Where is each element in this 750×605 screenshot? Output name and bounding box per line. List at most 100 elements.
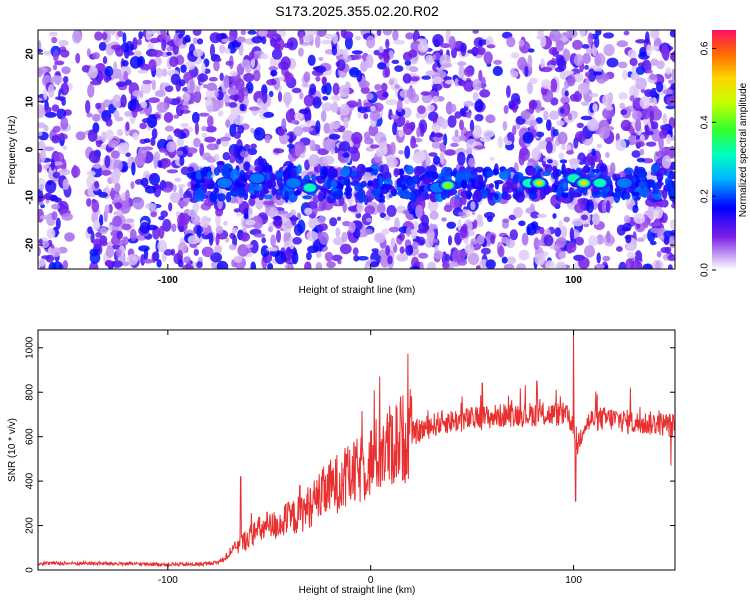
heatmap-noise-blob: [81, 65, 91, 73]
snr-x-axis-label: Height of straight line (km): [299, 585, 416, 596]
heatmap-noise-blob: [555, 237, 567, 247]
heatmap-noise-blob: [55, 217, 61, 230]
heatmap-band-blob: [221, 166, 230, 178]
heatmap-band-blob: [396, 177, 403, 188]
heatmap-noise-blob: [145, 30, 152, 41]
heatmap-hotspot: [594, 179, 606, 187]
heatmap-noise-blob: [195, 86, 201, 93]
heatmap-band-blob: [364, 167, 374, 173]
heatmap-noise-blob: [272, 216, 282, 221]
heatmap-noise-blob: [315, 120, 321, 134]
heatmap-noise-blob: [610, 162, 616, 175]
heatmap-noise-blob: [205, 89, 216, 99]
colorbar: 0.0 0.2 0.4 0.6 Normalized spectral amplitu…: [700, 30, 749, 277]
heatmap-noise-blob: [213, 154, 220, 161]
heatmap-noise-blob: [468, 157, 476, 168]
heatmap-band-blob: [372, 168, 378, 176]
heatmap-noise-blob: [637, 62, 645, 67]
heatmap-noise-blob: [501, 236, 510, 244]
heatmap-noise-blob: [502, 218, 510, 223]
heatmap-noise-blob: [150, 136, 156, 146]
heatmap-noise-blob: [38, 104, 44, 110]
heatmap-noise-blob: [584, 64, 589, 70]
heatmap-noise-blob: [142, 79, 153, 85]
heatmap-noise-blob: [605, 152, 610, 158]
heatmap-noise-blob: [38, 48, 44, 53]
heatmap-noise-blob: [105, 129, 114, 141]
heatmap-noise-blob: [149, 172, 160, 186]
snr-x-ticks: -100 0 100: [158, 330, 582, 586]
heatmap-noise-blob: [518, 39, 525, 47]
heatmap-noise-blob: [229, 197, 238, 204]
heatmap-noise-blob: [652, 105, 658, 111]
heatmap-noise-blob: [174, 177, 182, 183]
heatmap-noise-blob: [51, 203, 60, 210]
heatmap-noise-blob: [215, 57, 222, 63]
heatmap-x-axis-label: Height of straight line (km): [299, 285, 416, 296]
heatmap-noise-blob: [647, 204, 655, 216]
heatmap-noise-blob: [321, 102, 334, 112]
heatmap-noise-blob: [72, 30, 82, 44]
heatmap-noise-blob: [150, 211, 157, 218]
heatmap-noise-blob: [227, 87, 239, 96]
heatmap-noise-blob: [215, 213, 221, 227]
heatmap-noise-blob: [198, 112, 210, 117]
heatmap-noise-blob: [113, 110, 120, 119]
heatmap-noise-blob: [317, 223, 328, 232]
heatmap-noise-blob: [38, 163, 43, 173]
heatmap-band-blob: [345, 179, 351, 191]
heatmap-noise-blob: [58, 168, 71, 176]
heatmap-noise-blob: [184, 34, 191, 43]
heatmap-noise-blob: [379, 212, 387, 218]
heatmap-noise-blob: [270, 69, 278, 77]
heatmap-noise-blob: [86, 48, 91, 57]
heatmap-noise-blob: [455, 249, 466, 263]
heatmap-band-blob: [327, 166, 336, 178]
heatmap-noise-blob: [635, 119, 642, 132]
heatmap-noise-blob: [138, 245, 150, 252]
heatmap-y-ticks: -20 -10 0 10 20: [25, 48, 675, 252]
heatmap-noise-blob: [170, 248, 176, 256]
heatmap-noise-blob: [392, 122, 398, 136]
heatmap-noise-blob: [39, 215, 50, 220]
heatmap-noise-blob: [95, 102, 102, 110]
heatmap-noise-blob: [555, 261, 567, 269]
heatmap-noise-blob: [596, 234, 605, 245]
heatmap-band-blob: [239, 169, 245, 176]
heatmap-noise-blob: [457, 61, 467, 67]
heatmap-noise-blob: [576, 122, 584, 129]
heatmap-band-blob: [623, 193, 631, 200]
heatmap-band-blob: [311, 173, 317, 181]
heatmap-noise-blob: [368, 124, 379, 137]
heatmap-noise-blob: [191, 111, 200, 124]
heatmap-noise-blob: [447, 115, 457, 128]
heatmap-noise-blob: [156, 101, 168, 113]
heatmap-noise-blob: [466, 112, 472, 119]
heatmap-noise-blob: [595, 263, 605, 269]
heatmap-noise-blob: [132, 90, 142, 97]
heatmap-noise-blob: [450, 142, 459, 148]
heatmap-noise-blob: [432, 155, 441, 165]
heatmap-noise-blob: [99, 227, 108, 235]
heatmap-noise-blob: [631, 109, 643, 121]
heatmap-noise-blob: [409, 66, 419, 73]
heatmap-noise-blob: [291, 214, 297, 226]
heatmap-x-tick-label: 100: [565, 275, 582, 286]
heatmap-noise-blob: [581, 101, 590, 106]
heatmap-noise-blob: [541, 79, 552, 89]
heatmap-noise-blob: [410, 76, 420, 82]
heatmap-noise-blob: [132, 197, 145, 210]
heatmap-noise-blob: [256, 97, 262, 106]
heatmap-band-blob: [514, 191, 525, 203]
heatmap-noise-blob: [101, 131, 107, 143]
heatmap-hotspot: [286, 178, 302, 188]
heatmap-noise-blob: [166, 141, 177, 153]
heatmap-noise-blob: [558, 251, 567, 259]
heatmap-noise-blob: [661, 45, 669, 59]
heatmap-noise-blob: [402, 209, 410, 215]
heatmap-noise-blob: [671, 203, 675, 209]
heatmap-noise-blob: [410, 228, 417, 234]
heatmap-noise-blob: [192, 37, 198, 45]
heatmap-noise-blob: [461, 223, 468, 234]
heatmap-noise-blob: [252, 69, 261, 82]
